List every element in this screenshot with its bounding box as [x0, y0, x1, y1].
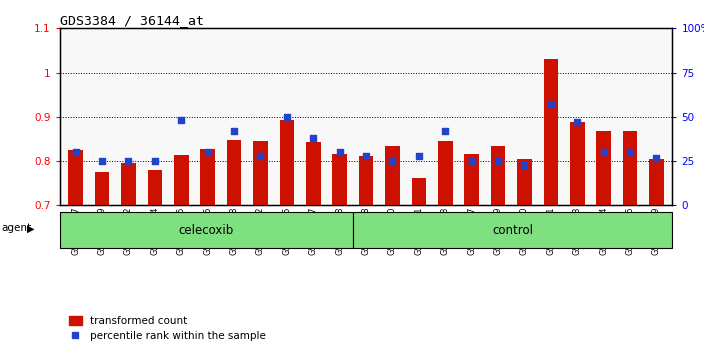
Point [545, 102, 556, 107]
Point [360, 153, 372, 159]
Point [308, 135, 319, 141]
Bar [227, 140, 241, 205]
Text: celecoxib: celecoxib [179, 224, 234, 236]
Bar [385, 145, 400, 205]
Point [492, 158, 503, 164]
Bar [491, 145, 505, 205]
Bar [465, 154, 479, 205]
Point [413, 153, 425, 159]
Text: ▶: ▶ [27, 223, 34, 233]
Bar [174, 155, 189, 205]
Bar [353, 212, 672, 248]
Point [149, 158, 161, 164]
Bar [412, 178, 426, 205]
Bar [253, 141, 268, 205]
Bar [121, 163, 136, 205]
Point [519, 162, 530, 167]
Text: control: control [492, 224, 533, 236]
Point [122, 158, 134, 164]
Point [96, 158, 108, 164]
Point [650, 155, 662, 160]
Point [598, 149, 609, 155]
Text: GDS3384 / 36144_at: GDS3384 / 36144_at [60, 14, 204, 27]
Point [439, 128, 451, 134]
Point [334, 149, 345, 155]
Point [228, 128, 239, 134]
Point [70, 149, 81, 155]
Point [572, 119, 583, 125]
Bar [201, 149, 215, 205]
Point [466, 158, 477, 164]
Bar [596, 131, 611, 205]
Bar [279, 120, 294, 205]
Bar [306, 142, 320, 205]
Bar [332, 154, 347, 205]
Point [255, 153, 266, 159]
Bar [60, 212, 353, 248]
Bar [438, 141, 453, 205]
Bar [649, 159, 664, 205]
Bar [570, 122, 584, 205]
Point [175, 118, 187, 123]
Bar [543, 59, 558, 205]
Text: agent: agent [1, 223, 32, 233]
Legend: transformed count, percentile rank within the sample: transformed count, percentile rank withi… [65, 312, 270, 345]
Bar [148, 170, 162, 205]
Bar [95, 172, 109, 205]
Bar [359, 156, 373, 205]
Bar [623, 131, 637, 205]
Bar [517, 159, 532, 205]
Point [202, 149, 213, 155]
Bar [68, 150, 83, 205]
Point [624, 149, 636, 155]
Point [281, 114, 292, 120]
Point [387, 158, 398, 164]
